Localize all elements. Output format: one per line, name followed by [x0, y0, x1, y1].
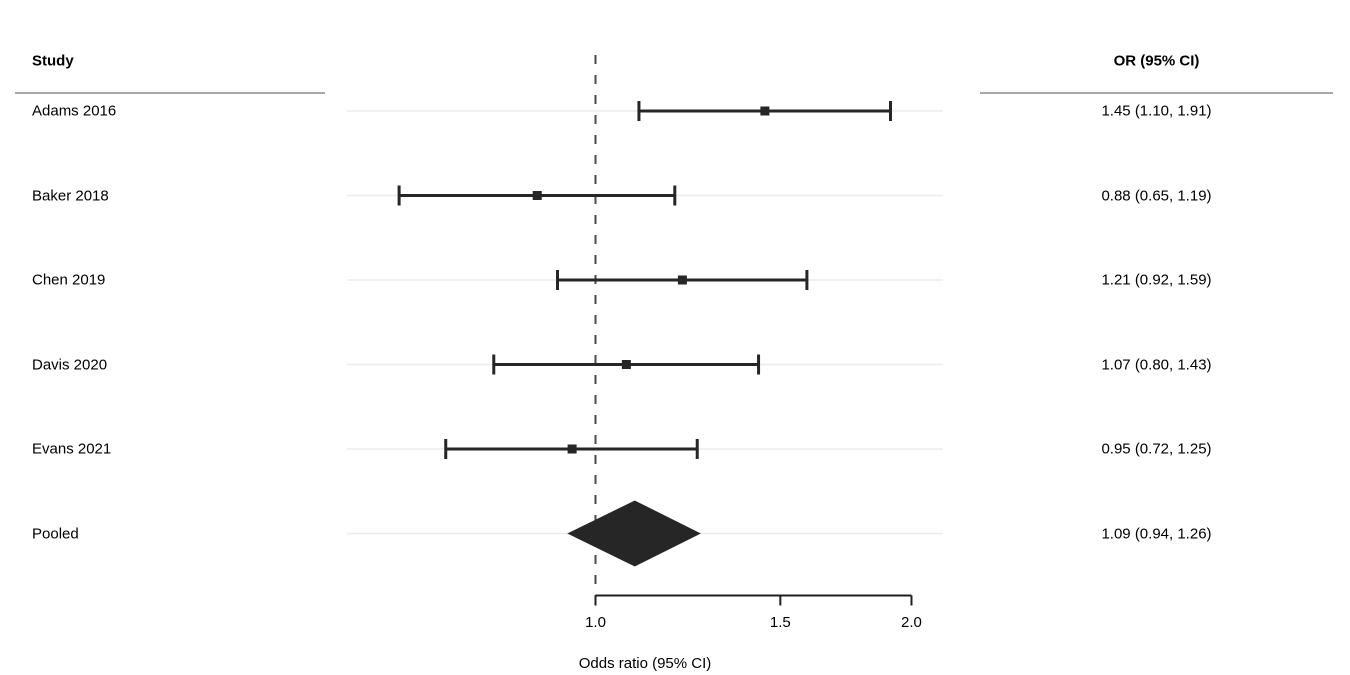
pooled-diamond [567, 500, 701, 567]
x-tick-label: 1.5 [770, 614, 791, 631]
or-header-rule [980, 92, 1333, 94]
point-marker [760, 106, 770, 116]
study-label: Evans 2021 [32, 440, 112, 458]
study-label-pooled: Pooled [32, 525, 79, 542]
study-label: Chen 2019 [32, 271, 106, 289]
study-column-header: Study [32, 52, 74, 70]
study-label: Baker 2018 [32, 187, 109, 204]
study-header-rule [15, 92, 325, 94]
or-value: 0.88 (0.65, 1.19) [1101, 187, 1212, 204]
x-axis-label: Odds ratio (95% CI) [579, 655, 712, 672]
or-column-header: OR (95% CI) [1113, 52, 1200, 70]
point-marker [532, 191, 542, 200]
or-value: 1.07 (0.80, 1.43) [1101, 356, 1212, 373]
or-value-pooled: 1.09 (0.94, 1.26) [1101, 525, 1212, 542]
x-tick-label: 1.0 [585, 614, 606, 631]
or-value: 1.21 (0.92, 1.59) [1101, 271, 1212, 289]
study-label: Adams 2016 [32, 102, 117, 120]
x-tick-label: 2.0 [901, 614, 922, 631]
point-marker [677, 275, 687, 285]
point-marker [621, 360, 631, 369]
or-value: 0.95 (0.72, 1.25) [1101, 440, 1212, 458]
or-value: 1.45 (1.10, 1.91) [1101, 102, 1212, 120]
point-marker [567, 444, 577, 454]
study-label: Davis 2020 [32, 356, 108, 373]
